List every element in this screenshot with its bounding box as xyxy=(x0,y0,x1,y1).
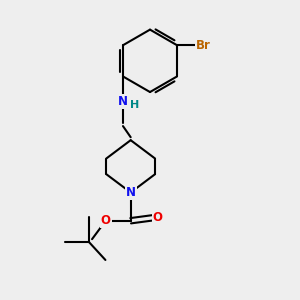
Text: N: N xyxy=(118,95,128,108)
Text: N: N xyxy=(126,186,136,199)
Text: H: H xyxy=(130,100,139,110)
Text: O: O xyxy=(101,214,111,227)
Text: O: O xyxy=(153,211,163,224)
Text: Br: Br xyxy=(196,39,211,52)
